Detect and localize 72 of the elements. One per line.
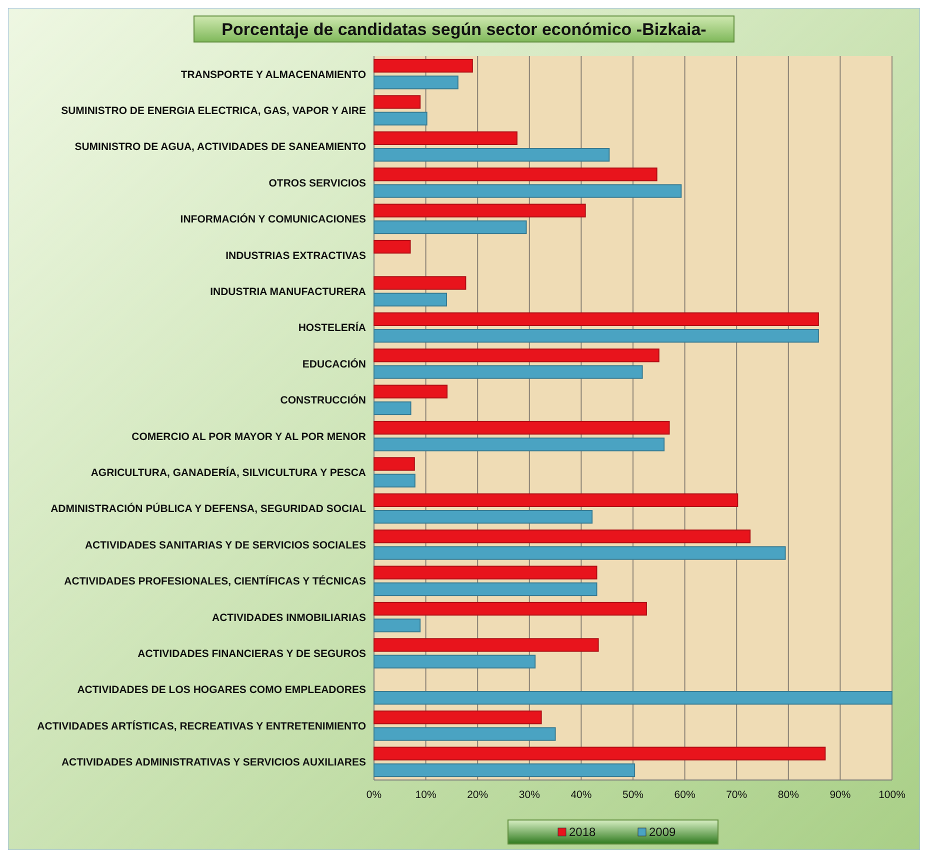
bar: [374, 240, 411, 254]
x-tick-label: 100%: [878, 789, 906, 801]
bar: [374, 292, 448, 306]
y-tick-label: ACTIVIDADES FINANCIERAS Y DE SEGUROS: [138, 648, 366, 660]
x-tick-label: 70%: [726, 789, 748, 801]
y-tick-label: HOSTELERÍA: [298, 321, 366, 334]
x-tick-label: 20%: [467, 789, 488, 801]
bar: [374, 510, 593, 524]
legend-label: 2009: [649, 825, 676, 839]
bar: [374, 763, 636, 778]
bar: [374, 220, 527, 234]
bar: [374, 618, 421, 632]
bar: [374, 112, 428, 126]
x-tick-label: 50%: [622, 789, 644, 801]
bar: [374, 457, 415, 471]
y-tick-label: ADMINISTRACIÓN PÚBLICA Y DEFENSA, SEGURIDAD SOCIAL: [50, 502, 367, 516]
bar: [374, 438, 665, 452]
bar: [374, 710, 542, 724]
y-tick-label: ACTIVIDADES ARTÍSTICAS, RECREATIVAS Y ENTRETENIMIENTO: [37, 719, 366, 732]
bar: [374, 727, 556, 741]
y-tick-label: CONSTRUCCIÓN: [280, 394, 366, 407]
x-tick-label: 10%: [415, 789, 436, 801]
bar: [374, 582, 598, 596]
y-tick-label: INDUSTRIAS EXTRACTIVAS: [226, 250, 366, 262]
bar: [374, 76, 458, 90]
y-tick-label: ACTIVIDADES ADMINISTRATIVAS Y SERVICIOS AUXILIARES: [61, 756, 366, 769]
y-tick-label: ACTIVIDADES INMOBILIARIAS: [212, 612, 366, 624]
bar: [374, 384, 448, 398]
y-tick-label: AGRICULTURA, GANADERÍA, SILVICULTURA Y PESCA: [90, 466, 366, 479]
bar: [374, 474, 416, 488]
y-tick-label: OTROS SERVICIOS: [268, 177, 366, 190]
bar: [374, 638, 599, 652]
x-tick-label: 0%: [366, 789, 382, 801]
x-tick-label: 90%: [830, 789, 851, 801]
y-tick-label: ACTIVIDADES SANITARIAS Y DE SERVICIOS SOCIALES: [84, 539, 366, 552]
x-tick-label: 40%: [570, 789, 592, 801]
bar: [374, 546, 786, 560]
bar: [374, 746, 826, 760]
bar: [374, 204, 586, 218]
bar: [374, 148, 610, 162]
bar: [374, 131, 518, 145]
y-tick-label: ACTIVIDADES PROFESIONALES, CIENTÍFICAS Y TÉCNICAS: [64, 574, 366, 588]
bar: [374, 95, 421, 109]
y-tick-label: SUMINISTRO DE ENERGIA ELECTRICA, GAS, VAPOR Y AIRE: [61, 104, 366, 117]
bar: [374, 530, 751, 544]
legend-label: 2018: [569, 825, 596, 839]
y-tick-label: TRANSPORTE Y ALMACENAMIENTO: [180, 68, 366, 81]
y-tick-label: SUMINISTRO DE AGUA, ACTIVIDADES DE SANEAMIENTO: [74, 141, 366, 154]
x-tick-label: 60%: [674, 789, 696, 801]
y-tick-label: EDUCACIÓN: [302, 357, 366, 370]
chart-title: Porcentaje de candidatas según sector económico -Bizkaia-: [222, 20, 706, 39]
x-tick-label: 30%: [518, 789, 540, 801]
bar: [374, 420, 670, 435]
y-tick-label: ACTIVIDADES DE LOS HOGARES COMO EMPLEADORES: [77, 684, 366, 696]
bar: [374, 654, 536, 668]
bar: [374, 348, 660, 362]
bar: [374, 168, 658, 182]
bar: [374, 365, 643, 379]
bar: [374, 58, 473, 73]
bar: [374, 401, 412, 416]
bar: [374, 184, 682, 198]
bar: [374, 493, 738, 507]
y-tick-label: COMERCIO AL POR MAYOR Y AL POR MENOR: [132, 430, 366, 443]
bar: [374, 566, 598, 580]
x-tick-label: 80%: [778, 789, 799, 801]
y-tick-label: INDUSTRIA MANUFACTURERA: [210, 286, 366, 298]
bar: [374, 329, 819, 343]
bar: [374, 691, 892, 705]
bar: [374, 312, 819, 326]
y-tick-label: INFORMACIÓN Y COMUNICACIONES: [180, 212, 366, 226]
bar: [374, 276, 466, 290]
bar: [374, 602, 647, 616]
